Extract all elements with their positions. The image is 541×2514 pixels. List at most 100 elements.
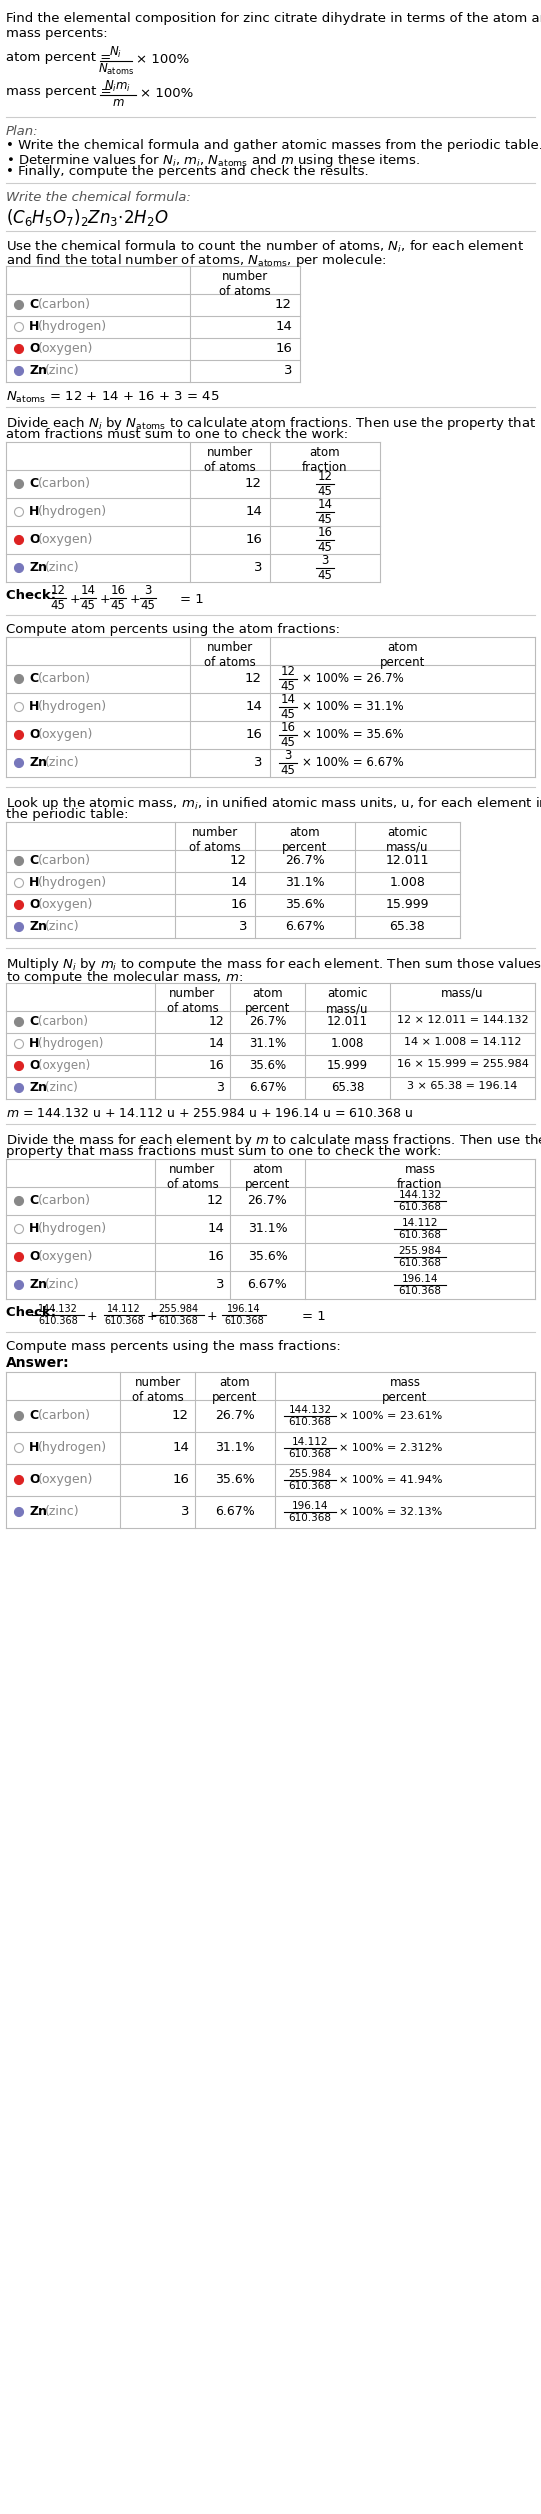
Text: O: O xyxy=(29,1473,39,1486)
Text: +: + xyxy=(100,593,110,606)
Text: 610.368: 610.368 xyxy=(399,1229,441,1239)
Text: mass percents:: mass percents: xyxy=(6,28,108,40)
Text: atom
percent: atom percent xyxy=(245,988,290,1016)
Text: 14: 14 xyxy=(245,505,262,518)
Text: 12: 12 xyxy=(230,855,247,867)
Circle shape xyxy=(15,1508,23,1516)
Text: 1.008: 1.008 xyxy=(390,875,425,890)
Text: × 100% = 35.6%: × 100% = 35.6% xyxy=(302,729,404,742)
Text: 45: 45 xyxy=(318,568,332,583)
Text: 16: 16 xyxy=(172,1473,189,1486)
Text: 610.368: 610.368 xyxy=(288,1481,332,1491)
Text: 3 × 65.38 = 196.14: 3 × 65.38 = 196.14 xyxy=(407,1081,518,1091)
Text: 196.14: 196.14 xyxy=(402,1275,438,1285)
Text: (carbon): (carbon) xyxy=(38,1194,91,1207)
Text: (oxygen): (oxygen) xyxy=(38,342,94,354)
Text: C: C xyxy=(29,478,38,490)
Text: 12.011: 12.011 xyxy=(386,855,429,867)
Text: Zn: Zn xyxy=(29,1277,47,1292)
Text: (zinc): (zinc) xyxy=(45,561,80,573)
Text: 6.67%: 6.67% xyxy=(285,920,325,933)
Text: 45: 45 xyxy=(281,679,295,694)
Text: × 100% = 32.13%: × 100% = 32.13% xyxy=(339,1506,442,1516)
Text: (carbon): (carbon) xyxy=(38,855,91,867)
Text: number
of atoms: number of atoms xyxy=(131,1375,183,1403)
Text: 14: 14 xyxy=(207,1222,224,1234)
Text: C: C xyxy=(29,299,38,312)
Text: (hydrogen): (hydrogen) xyxy=(38,1222,107,1234)
Text: 12: 12 xyxy=(208,1016,224,1028)
Text: Multiply $N_i$ by $m_i$ to compute the mass for each element. Then sum those val: Multiply $N_i$ by $m_i$ to compute the m… xyxy=(6,955,541,973)
Text: O: O xyxy=(29,897,39,910)
Text: $N_im_i$: $N_im_i$ xyxy=(104,78,131,93)
Text: 14: 14 xyxy=(318,498,333,510)
Text: mass
fraction: mass fraction xyxy=(397,1164,443,1192)
Circle shape xyxy=(15,344,23,354)
Text: C: C xyxy=(29,855,38,867)
Text: 14: 14 xyxy=(230,875,247,890)
Text: × 100% = 23.61%: × 100% = 23.61% xyxy=(339,1410,442,1420)
Text: $N_{\mathrm{atoms}}$ = 12 + 14 + 16 + 3 = 45: $N_{\mathrm{atoms}}$ = 12 + 14 + 16 + 3 … xyxy=(6,390,220,405)
Text: 196.14: 196.14 xyxy=(227,1305,261,1315)
Text: 3: 3 xyxy=(285,749,292,762)
Text: 26.7%: 26.7% xyxy=(248,1194,287,1207)
Text: number
of atoms: number of atoms xyxy=(219,269,271,299)
Text: 16: 16 xyxy=(245,533,262,546)
Text: Zn: Zn xyxy=(29,365,47,377)
Text: 3: 3 xyxy=(283,365,292,377)
Text: $(C_6H_5O_7)_2Zn_3{\cdot}2H_2O$: $(C_6H_5O_7)_2Zn_3{\cdot}2H_2O$ xyxy=(6,206,168,229)
Text: (zinc): (zinc) xyxy=(45,1506,80,1518)
Text: H: H xyxy=(29,1441,39,1453)
Text: atom
fraction: atom fraction xyxy=(302,445,348,475)
Circle shape xyxy=(15,674,23,684)
Text: atom fractions must sum to one to check the work:: atom fractions must sum to one to check … xyxy=(6,427,348,440)
Text: atom
percent: atom percent xyxy=(245,1164,290,1192)
Text: Plan:: Plan: xyxy=(6,126,38,138)
Text: $N_{\mathrm{atoms}}$: $N_{\mathrm{atoms}}$ xyxy=(98,63,134,78)
Text: Zn: Zn xyxy=(29,920,47,933)
Text: 14.112: 14.112 xyxy=(402,1217,438,1227)
Text: 16: 16 xyxy=(280,722,295,734)
Text: 12: 12 xyxy=(50,583,65,596)
Text: Divide each $N_i$ by $N_{\mathrm{atoms}}$ to calculate atom fractions. Then use : Divide each $N_i$ by $N_{\mathrm{atoms}}… xyxy=(6,415,536,432)
Circle shape xyxy=(15,857,23,865)
Circle shape xyxy=(15,1280,23,1290)
Text: • Write the chemical formula and gather atomic masses from the periodic table.: • Write the chemical formula and gather … xyxy=(6,138,541,151)
Text: 14: 14 xyxy=(280,694,295,706)
Text: 196.14: 196.14 xyxy=(292,1501,328,1511)
Text: 6.67%: 6.67% xyxy=(248,1277,287,1292)
Text: 16: 16 xyxy=(275,342,292,354)
Text: Zn: Zn xyxy=(29,561,47,573)
Circle shape xyxy=(15,1061,23,1071)
Text: × 100% = 31.1%: × 100% = 31.1% xyxy=(302,699,404,714)
Text: $m$ = 144.132 u + 14.112 u + 255.984 u + 196.14 u = 610.368 u: $m$ = 144.132 u + 14.112 u + 255.984 u +… xyxy=(6,1106,413,1121)
Circle shape xyxy=(15,367,23,375)
Text: 3: 3 xyxy=(181,1506,189,1518)
Text: 1.008: 1.008 xyxy=(331,1036,364,1051)
Text: 35.6%: 35.6% xyxy=(285,897,325,910)
Text: 45: 45 xyxy=(318,485,332,498)
Text: 3: 3 xyxy=(254,561,262,573)
Text: 12: 12 xyxy=(172,1408,189,1423)
Text: and find the total number of atoms, $N_{\mathrm{atoms}}$, per molecule:: and find the total number of atoms, $N_{… xyxy=(6,251,386,269)
Text: 14.112: 14.112 xyxy=(107,1305,141,1315)
Text: 45: 45 xyxy=(50,598,65,611)
Text: (zinc): (zinc) xyxy=(45,757,80,769)
Text: atom
percent: atom percent xyxy=(380,641,425,669)
Text: mass percent =: mass percent = xyxy=(6,85,116,98)
Text: Look up the atomic mass, $m_i$, in unified atomic mass units, u, for each elemen: Look up the atomic mass, $m_i$, in unifi… xyxy=(6,794,541,812)
Text: 610.368: 610.368 xyxy=(288,1418,332,1428)
Text: Write the chemical formula:: Write the chemical formula: xyxy=(6,191,191,204)
Text: atom percent =: atom percent = xyxy=(6,50,115,63)
Text: 16: 16 xyxy=(207,1249,224,1262)
Text: 3: 3 xyxy=(239,920,247,933)
Circle shape xyxy=(15,508,23,515)
Text: × 100% = 6.67%: × 100% = 6.67% xyxy=(302,757,404,769)
Text: 15.999: 15.999 xyxy=(386,897,429,910)
Text: 12 × 12.011 = 144.132: 12 × 12.011 = 144.132 xyxy=(397,1016,529,1026)
Circle shape xyxy=(15,1443,23,1453)
Text: $m$: $m$ xyxy=(111,96,124,108)
Text: 31.1%: 31.1% xyxy=(215,1441,255,1453)
Circle shape xyxy=(15,322,23,332)
Text: (zinc): (zinc) xyxy=(45,365,80,377)
